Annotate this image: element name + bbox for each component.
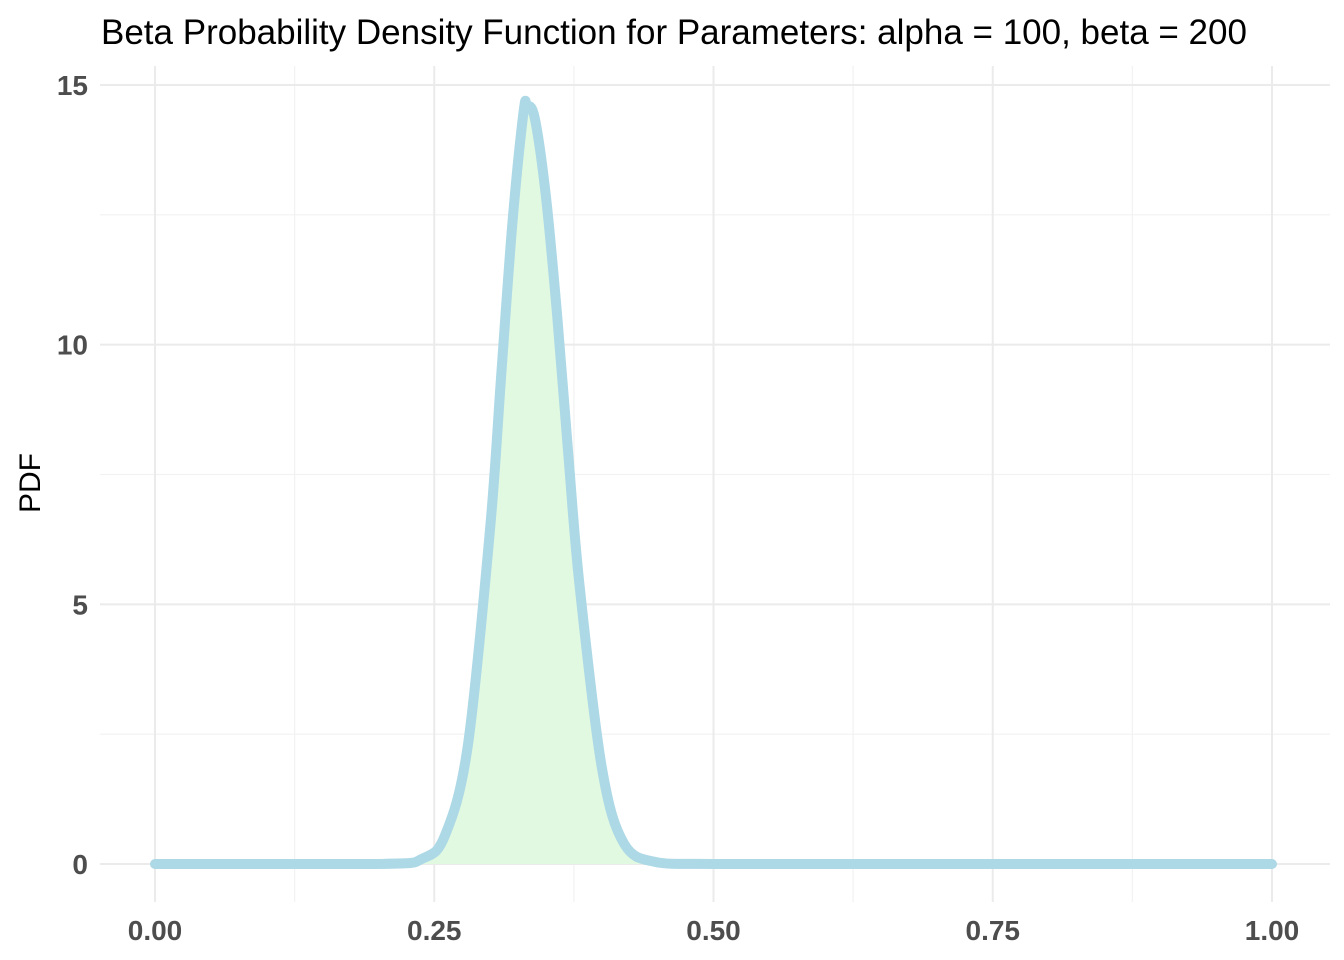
y-tick-label: 15: [57, 70, 88, 101]
y-tick-label: 5: [72, 589, 88, 620]
chart-title: Beta Probability Density Function for Pa…: [101, 13, 1247, 52]
x-tick-label: 0.75: [966, 915, 1021, 946]
x-tick-label: 0.00: [128, 915, 183, 946]
pdf-curve-line: [150, 95, 1277, 870]
x-tick-label: 0.50: [686, 915, 741, 946]
x-tick-label: 1.00: [1245, 915, 1300, 946]
x-axis-ticks: 0.00 0.25 0.50 0.75 1.00: [128, 915, 1300, 946]
y-axis-label: PDF: [14, 453, 47, 513]
x-tick-label: 0.25: [407, 915, 462, 946]
y-tick-label: 0: [72, 849, 88, 880]
y-axis-ticks: 0 5 10 15: [57, 70, 88, 880]
y-tick-label: 10: [57, 330, 88, 361]
